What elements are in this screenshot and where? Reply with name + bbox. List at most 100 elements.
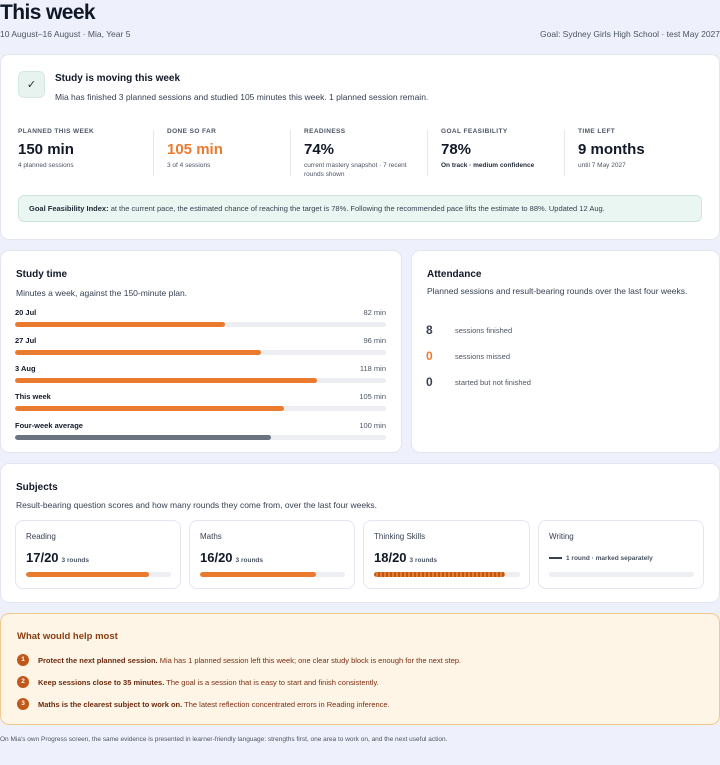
metric-value: 74%	[304, 141, 335, 158]
week-minutes: 100 min	[359, 421, 386, 430]
metric-note: 3 of 4 sessions	[167, 162, 211, 169]
study-week-row: Four-week average 100 min	[15, 421, 386, 445]
score-value: 17/20	[26, 550, 59, 565]
metric-label: GOAL FEASIBILITY	[441, 128, 508, 135]
gfi-text: at the current pace, the estimated chanc…	[110, 204, 605, 213]
score-value: 16/20	[200, 550, 233, 565]
week-bar-fill	[15, 378, 317, 383]
divider	[290, 130, 291, 176]
week-label: 20 Jul	[15, 308, 37, 317]
study-time-title: Study time	[16, 269, 68, 280]
metric-readiness: READINESS 74% current mastery snapshot ·…	[304, 128, 419, 178]
week-bar-fill	[15, 435, 271, 440]
subject-bar	[200, 572, 345, 577]
study-week-row: 27 Jul 96 min	[15, 336, 386, 360]
metric-value: 78%	[441, 141, 472, 158]
metric-done: DONE SO FAR 105 min 3 of 4 sessions	[167, 128, 282, 178]
attendance-label: sessions finished	[455, 326, 513, 335]
status-title: Study is moving this week	[55, 73, 181, 84]
score-value: 18/20	[374, 550, 407, 565]
metric-note: until 7 May 2027	[578, 162, 626, 169]
metric-planned: PLANNED THIS WEEK 150 min 4 planned sess…	[18, 128, 148, 178]
week-minutes: 118 min	[359, 364, 386, 373]
writing-note-text: 1 round · marked separately	[566, 555, 653, 562]
attendance-label: sessions missed	[455, 352, 511, 361]
help-card	[0, 613, 720, 725]
divider	[427, 130, 428, 176]
study-week-row: 3 Aug 118 min	[15, 364, 386, 388]
writing-note: 1 round · marked separately	[549, 555, 653, 562]
subject-reading: Reading 17/20 3 rounds	[15, 520, 181, 589]
help-title: What would help most	[17, 631, 118, 642]
status-text: Mia has finished 3 planned sessions and …	[55, 92, 429, 102]
attendance-card: Attendance Planned sessions and result-b…	[411, 250, 720, 453]
study-week-row: This week 105 min	[15, 392, 386, 416]
week-minutes: 82 min	[363, 308, 386, 317]
attendance-count: 8	[426, 323, 433, 337]
subject-bar-fill	[26, 572, 150, 577]
week-bar-fill	[15, 350, 261, 355]
attendance-subtitle: Planned sessions and result-bearing roun…	[427, 286, 688, 296]
study-time-subtitle: Minutes a week, against the 150-minute p…	[16, 288, 188, 298]
help-item-bold: Protect the next planned session.	[38, 656, 158, 665]
goal-feasibility-banner: Goal Feasibility Index: at the current p…	[18, 195, 702, 222]
footnote: On Mia's own Progress screen, the same e…	[0, 736, 448, 743]
week-range: 10 August–16 August · Mia, Year 5	[0, 29, 131, 39]
help-item-text: Maths is the clearest subject to work on…	[38, 700, 390, 709]
week-bar	[15, 378, 386, 383]
gfi-label: Goal Feasibility Index:	[29, 204, 109, 213]
page-title: This week	[0, 1, 96, 24]
week-bar	[15, 406, 386, 411]
week-minutes: 105 min	[359, 392, 386, 401]
step-number-badge: 3	[17, 698, 29, 710]
attendance-label: started but not finished	[455, 378, 531, 387]
check-icon: ✓	[18, 71, 45, 98]
metric-value: 9 months	[578, 141, 645, 158]
help-item-bold: Keep sessions close to 35 minutes.	[38, 678, 165, 687]
subject-rounds: 3 rounds	[409, 557, 437, 564]
help-item-detail: Mia has 1 planned session left this week…	[159, 656, 462, 665]
week-label: Four-week average	[15, 421, 83, 430]
subject-score: 16/20 3 rounds	[200, 550, 263, 565]
subject-bar	[549, 572, 694, 577]
attendance-count: 0	[426, 375, 433, 389]
week-bar	[15, 322, 386, 327]
subject-rounds: 3 rounds	[61, 557, 89, 564]
help-item-detail: The latest reflection concentrated error…	[184, 700, 390, 709]
subject-name: Reading	[26, 532, 56, 541]
help-item-text: Keep sessions close to 35 minutes. The g…	[38, 678, 379, 687]
subject-bar	[374, 572, 520, 577]
subjects-subtitle: Result-bearing question scores and how m…	[16, 500, 377, 510]
subjects-title: Subjects	[16, 482, 58, 493]
metric-label: TIME LEFT	[578, 128, 616, 135]
subject-score: 17/20 3 rounds	[26, 550, 89, 565]
attendance-count: 0	[426, 349, 433, 363]
subject-name: Writing	[549, 532, 574, 541]
metric-note: On track · medium confidence	[441, 162, 535, 169]
week-label: 3 Aug	[15, 364, 36, 373]
week-label: 27 Jul	[15, 336, 37, 345]
help-item-detail: The goal is a session that is easy to st…	[166, 678, 379, 687]
metric-value: 105 min	[167, 141, 223, 158]
step-number-badge: 2	[17, 676, 29, 688]
step-number-badge: 1	[17, 654, 29, 666]
metric-feasibility: GOAL FEASIBILITY 78% On track · medium c…	[441, 128, 561, 178]
week-bar-fill	[15, 322, 225, 327]
subject-bar-fill	[200, 572, 316, 577]
subject-name: Thinking Skills	[374, 532, 426, 541]
goal-text: Goal: Sydney Girls High School · test Ma…	[540, 29, 720, 39]
metric-value: 150 min	[18, 141, 74, 158]
week-bar-fill	[15, 406, 284, 411]
subject-rounds: 3 rounds	[235, 557, 263, 564]
metric-label: READINESS	[304, 128, 346, 135]
metric-time-left: TIME LEFT 9 months until 7 May 2027	[578, 128, 698, 178]
divider	[564, 130, 565, 176]
week-bar	[15, 350, 386, 355]
metric-note: current mastery snapshot · 7 recent roun…	[304, 162, 407, 178]
metric-note: 4 planned sessions	[18, 162, 74, 169]
week-bar	[15, 435, 386, 440]
subject-writing: Writing 1 round · marked separately	[538, 520, 704, 589]
subject-maths: Maths 16/20 3 rounds	[189, 520, 355, 589]
week-minutes: 96 min	[363, 336, 386, 345]
week-label: This week	[15, 392, 51, 401]
